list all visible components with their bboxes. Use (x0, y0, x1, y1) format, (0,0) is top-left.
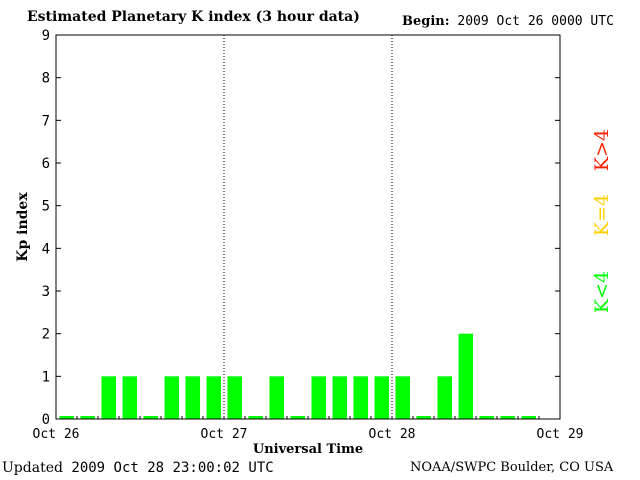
kp-bar (290, 416, 305, 419)
kp-bar (185, 376, 200, 419)
begin-time: Begin: 2009 Oct 26 0000 UTC (402, 14, 614, 29)
y-tick-label: 1 (42, 369, 50, 385)
kp-bar (374, 376, 389, 419)
begin-value: 2009 Oct 26 0000 UTC (457, 14, 614, 29)
kp-bar (269, 376, 284, 419)
begin-label: Begin: (402, 14, 450, 29)
y-tick-label: 5 (42, 199, 50, 215)
x-day-label: Oct 28 (369, 427, 416, 442)
legend-item: K=4 (591, 194, 613, 236)
kp-bar (206, 376, 221, 419)
plot-frame (55, 34, 561, 420)
kp-bar (332, 376, 347, 419)
y-tick-label: 3 (42, 284, 50, 300)
y-tick-label: 9 (42, 28, 50, 44)
y-axis-label: Kp index (15, 192, 31, 262)
legend-item: K<4 (591, 271, 613, 313)
kp-bar (500, 416, 515, 419)
legend-item: K>4 (591, 129, 613, 171)
chart-title: Estimated Planetary K index (3 hour data… (27, 9, 360, 25)
y-tick-label: 0 (42, 412, 50, 428)
y-tick-label: 7 (42, 113, 50, 129)
kp-bar (479, 416, 494, 419)
x-day-label: Oct 29 (537, 427, 584, 442)
updated-value: 2009 Oct 28 23:00:02 UTC (71, 460, 274, 476)
y-tick-label: 6 (42, 156, 50, 172)
kp-bar (164, 376, 179, 419)
x-axis-label: Universal Time (253, 442, 363, 457)
credit-text: NOAA/SWPC Boulder, CO USA (410, 460, 614, 475)
kp-bar (521, 416, 536, 419)
kp-bar (437, 376, 452, 419)
y-tick-label: 2 (42, 327, 50, 343)
updated-timestamp: Updated 2009 Oct 28 23:00:02 UTC (2, 460, 274, 476)
updated-label: Updated (2, 460, 63, 476)
kp-bar (101, 376, 116, 419)
kp-bar (416, 416, 431, 419)
kp-bar (395, 376, 410, 419)
kp-bar (80, 416, 95, 419)
x-day-label: Oct 27 (201, 427, 248, 442)
kp-bar (353, 376, 368, 419)
y-tick-label: 4 (42, 241, 50, 257)
kp-bar (122, 376, 137, 419)
kp-bar (311, 376, 326, 419)
kp-bar (59, 416, 74, 419)
y-tick-label: 8 (42, 71, 50, 87)
kp-bar (227, 376, 242, 419)
x-day-label: Oct 26 (33, 427, 80, 442)
kp-bar (143, 416, 158, 419)
kp-bar (458, 333, 473, 419)
kp-bar (248, 416, 263, 419)
